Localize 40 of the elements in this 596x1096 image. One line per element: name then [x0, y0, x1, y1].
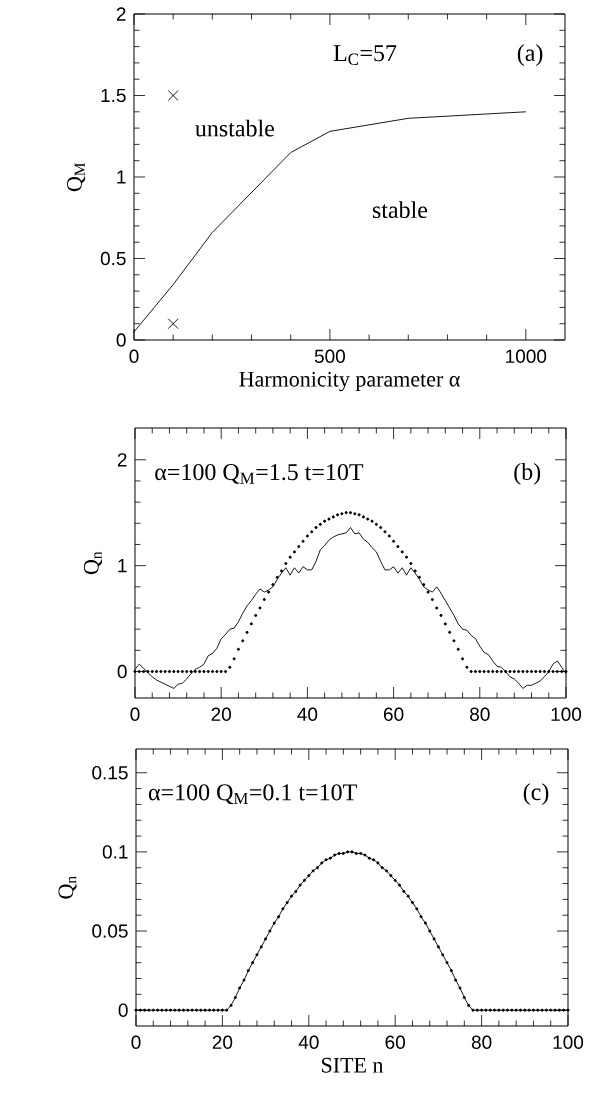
y-tick-label: 0 [116, 333, 126, 347]
y-axis-title: Q$_{M}$ [67, 162, 86, 192]
annotation: stable [372, 201, 428, 219]
annotation: α=100 Q$_{M}$=1.5 t=10T [155, 463, 364, 484]
y-tick-label: 2 [117, 453, 127, 467]
x-tick-label: 40 [298, 1035, 319, 1049]
y-tick-label: 1 [118, 559, 127, 573]
x-tick-label: 100 [553, 1035, 584, 1049]
y-tick-label: 0.1 [102, 845, 128, 859]
x-axis-title: SITE n [322, 1057, 384, 1073]
x-tick-label: 500 [314, 349, 345, 363]
y-axis-title: Q$_{n}$ [83, 551, 103, 575]
x-tick-label: 0 [129, 349, 139, 363]
y-tick-label: 0 [117, 664, 127, 679]
y-tick-label: 0.15 [92, 766, 128, 780]
y-tick-label: 1 [117, 170, 126, 184]
x-tick-label: 0 [131, 1035, 141, 1049]
x-tick-label: 1000 [506, 349, 547, 363]
y-tick-label: 0.05 [92, 924, 128, 938]
y-tick-label: 0 [118, 1003, 128, 1017]
annotation: α=100 Q$_{M}$=0.1 t=10T [148, 784, 357, 805]
x-tick-label: 0 [130, 707, 140, 721]
y-tick-label: 2 [116, 7, 126, 21]
x-tick-label: 60 [385, 1035, 406, 1049]
annotation: L$_{C}$=57 [333, 45, 397, 65]
x-tick-label: 20 [212, 1035, 233, 1049]
x-tick-label: 60 [383, 707, 404, 721]
x-tick-label: 100 [551, 707, 582, 721]
annotation: (b) [514, 463, 541, 485]
x-axis-title: Harmonicity parameter α [239, 371, 460, 392]
y-tick-label: 1.5 [101, 88, 126, 103]
y-tick-label: 0.5 [100, 251, 126, 266]
x-tick-label: 20 [211, 707, 232, 721]
y-axis-title: Q$_{n}$ [58, 876, 77, 899]
x-tick-label: 40 [297, 707, 318, 721]
x-tick-label: 80 [471, 1035, 492, 1049]
annotation: (c) [523, 783, 549, 806]
annotation: (a) [517, 44, 543, 66]
annotation: unstable [195, 119, 275, 137]
x-tick-label: 80 [470, 707, 490, 721]
